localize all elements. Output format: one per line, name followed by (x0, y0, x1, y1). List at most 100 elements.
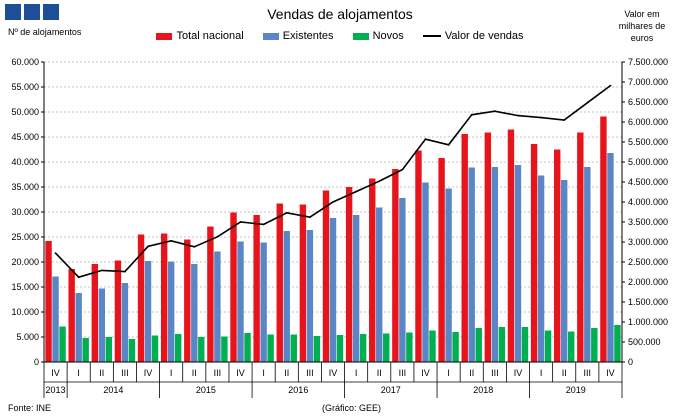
right-axis-tick-label: 500.000 (628, 337, 661, 347)
line-point (355, 190, 358, 193)
bar-novos (82, 338, 89, 362)
bar-total (45, 241, 52, 362)
bar-total (461, 134, 468, 362)
bar-existentes (422, 182, 429, 362)
x-tick-label: I (447, 368, 450, 378)
line-point (424, 138, 427, 141)
x-tick-label: I (355, 368, 358, 378)
x-tick-label: III (214, 368, 222, 378)
left-axis-tick-label: 50.000 (11, 107, 39, 117)
bar-novos (336, 335, 344, 362)
source-note: Fonte: INE (8, 403, 52, 413)
x-tick-label: II (99, 368, 104, 378)
bar-novos (221, 336, 228, 362)
bar-novos (105, 337, 112, 362)
bar-novos (174, 334, 182, 362)
bar-existentes (75, 293, 82, 362)
x-tick-label: IV (606, 368, 615, 378)
line-point (77, 276, 80, 279)
x-tick-label: III (306, 368, 314, 378)
bar-existentes (167, 261, 175, 362)
right-axis-tick-label: 6.000.000 (628, 117, 668, 127)
bar-novos (614, 325, 621, 362)
year-label: 2013 (46, 385, 66, 395)
left-axis-tick-label: 25.000 (11, 232, 39, 242)
line-point (285, 211, 288, 214)
bar-existentes (98, 288, 105, 362)
credit-note: (Gráfico: GEE) (322, 403, 382, 413)
legend-swatch-novos (352, 32, 369, 40)
line-point (563, 119, 566, 121)
line-point (609, 84, 612, 87)
line-point (332, 201, 334, 203)
bar-total (91, 264, 98, 362)
legend-label-existentes: Existentes (282, 30, 334, 43)
line-point (54, 252, 57, 255)
legend-swatch-total (156, 32, 173, 40)
bar-total (484, 132, 492, 362)
bar-novos (359, 334, 367, 362)
bar-novos (406, 332, 413, 362)
left-axis-tick-label: 0 (34, 357, 39, 367)
left-axis-tick-label: 60.000 (11, 57, 39, 67)
legend-label-total: Total nacional (176, 30, 244, 43)
bar-novos (313, 336, 321, 362)
bar-total (276, 203, 283, 362)
left-axis-tick-label: 55.000 (11, 82, 39, 92)
bar-existentes (491, 167, 499, 362)
bar-total (507, 129, 515, 362)
line-point (100, 269, 103, 272)
bar-novos (544, 330, 552, 362)
x-tick-label: IV (51, 368, 60, 378)
left-axis-tick-label: 35.000 (11, 182, 39, 192)
bar-total (207, 226, 214, 362)
right-axis-tick-label: 1.500.000 (628, 297, 668, 307)
legend-item-valor: Valor de vendas (422, 30, 524, 43)
left-axis-tick-label: 40.000 (11, 157, 39, 167)
bar-total (345, 187, 353, 362)
bar-novos (59, 326, 66, 362)
left-axis-tick-label: 10.000 (11, 307, 39, 317)
bar-total (160, 233, 168, 362)
bar-existentes (237, 241, 244, 362)
bar-existentes (121, 283, 129, 362)
line-point (401, 168, 404, 171)
legend-item-novos: Novos (352, 30, 404, 43)
bar-total (577, 132, 584, 362)
line-point (216, 235, 219, 238)
bar-novos (475, 328, 482, 362)
x-tick-label: I (262, 368, 265, 378)
right-axis-title: Valor em milhares de euros (618, 9, 666, 43)
legend-label-valor: Valor de vendas (444, 30, 524, 43)
bar-existentes (607, 153, 614, 362)
brand-logo-block-1 (5, 4, 21, 20)
right-axis-tick-label: 0 (628, 357, 633, 367)
right-axis-tick-label: 5.500.000 (628, 137, 668, 147)
line-point (239, 221, 242, 223)
bar-total (438, 158, 445, 362)
right-axis-tick-label: 2.000.000 (628, 277, 668, 287)
bar-existentes (399, 198, 406, 362)
left-axis-tick-label: 5.000 (16, 332, 39, 342)
bar-existentes (144, 261, 152, 362)
left-axis-tick-label: 20.000 (11, 257, 39, 267)
bar-total (392, 169, 399, 362)
bar-novos (244, 333, 251, 362)
bar-existentes (191, 264, 198, 362)
x-tick-label: IV (144, 368, 153, 378)
year-label: 2015 (196, 385, 216, 395)
x-tick-label: IV (329, 368, 338, 378)
bar-existentes (561, 180, 568, 362)
bar-total (114, 260, 122, 362)
bar-novos (498, 327, 506, 362)
right-axis-tick-label: 7.000.000 (628, 77, 668, 87)
right-axis-tick-label: 7.500.000 (628, 57, 668, 67)
bar-existentes (329, 218, 337, 362)
legend-label-novos: Novos (372, 30, 404, 43)
x-tick-label: II (562, 368, 567, 378)
brand-logo-block-2 (24, 4, 40, 20)
right-axis-tick-label: 2.500.000 (628, 257, 668, 267)
bar-novos (198, 337, 205, 362)
bar-existentes (214, 251, 221, 362)
bar-existentes (584, 167, 591, 362)
